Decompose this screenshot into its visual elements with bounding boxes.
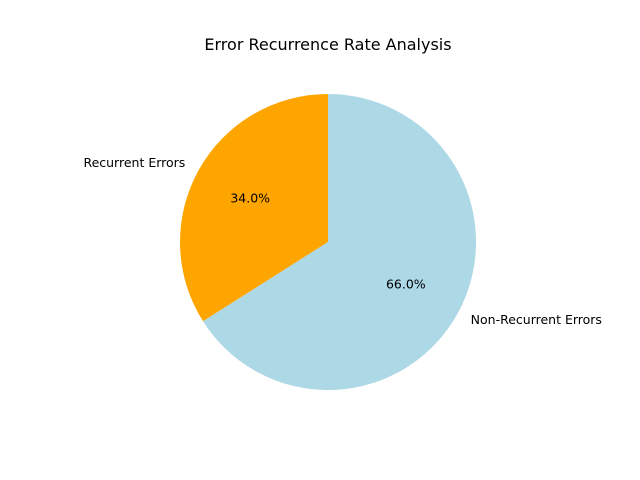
pie-labels: Recurrent Errors 34.0% Non-Recurrent Error… (83, 155, 601, 327)
slice-percent-label: 66.0% (386, 276, 426, 291)
slice-label: Non-Recurrent Errors (471, 312, 602, 327)
slice-percent-label: 34.0% (230, 191, 270, 206)
pie-slice-recurrent-errors (180, 94, 328, 322)
slice-label: Recurrent Errors (83, 155, 185, 170)
chart-title: Error Recurrence Rate Analysis (204, 35, 451, 54)
pie-slice-non-recurrent-errors (203, 94, 477, 390)
pie-slices (180, 94, 477, 390)
